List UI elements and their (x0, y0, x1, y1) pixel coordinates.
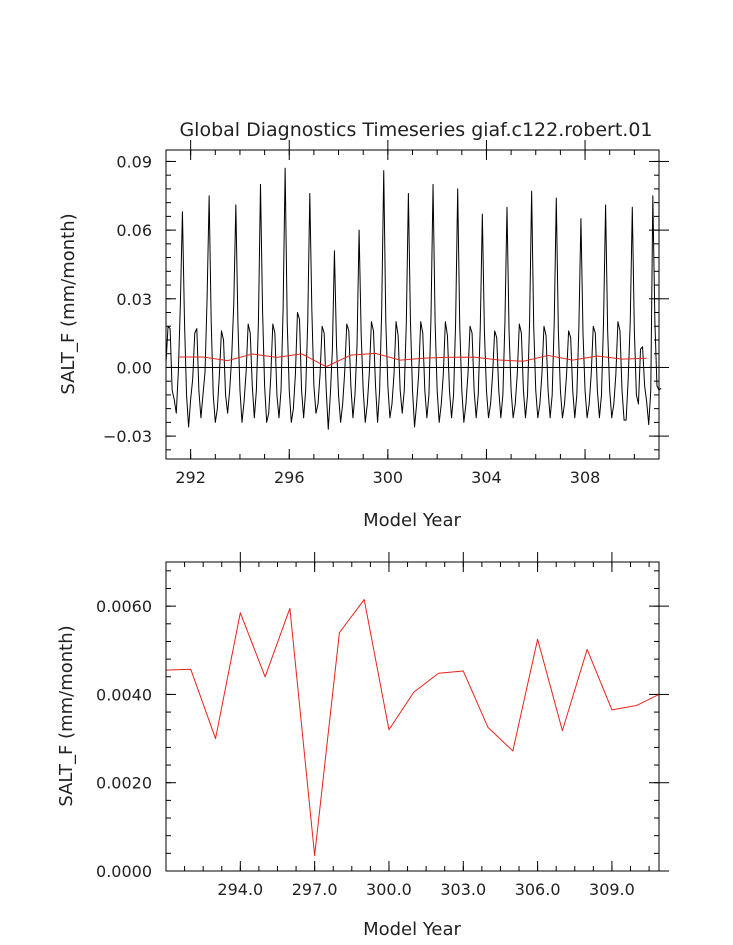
x-tick-label: 300 (373, 468, 404, 487)
bottom-x-axis-label: Model Year (363, 919, 461, 940)
top-plot-area (165, 167, 662, 430)
y-tick-label: 0.0000 (96, 862, 152, 881)
bottom-axis-ticks (165, 552, 669, 872)
bottom-plot-frame (165, 561, 660, 872)
x-tick-label: 300.0 (366, 880, 412, 899)
bottom-panel: 294.0 297.0 300.0 303.0 306.0 309.0 0.0000 0.00… (56, 552, 669, 940)
chart-title: Global Diagnostics Timeseries giaf.c122.… (179, 119, 652, 141)
y-tick-label: 0.09 (116, 152, 152, 171)
x-tick-label: 292 (175, 468, 206, 487)
y-tick-label: 0.0060 (96, 597, 152, 616)
y-tick-label: 0.0040 (96, 685, 152, 704)
top-tick-labels: 292 296 300 304 308 −0.03 0.00 0.03 0.06 0.09 (103, 152, 600, 487)
bottom-y-axis-label: SALT_F (mm/month) (56, 625, 77, 806)
x-tick-label: 296 (274, 468, 305, 487)
y-tick-label: 0.06 (116, 221, 152, 240)
x-tick-label: 304 (471, 468, 502, 487)
top-plot-frame (165, 149, 660, 460)
series-line-1 (178, 352, 647, 368)
series-line-0 (165, 599, 660, 857)
y-tick-label: −0.03 (103, 427, 152, 446)
top-panel: Global Diagnostics Timeseries giaf.c122.… (58, 119, 669, 531)
series-line-0 (165, 167, 662, 430)
y-tick-label: 0.03 (116, 290, 152, 309)
y-tick-label: 0.00 (116, 358, 152, 377)
x-tick-label: 308 (570, 468, 601, 487)
top-y-axis-label: SALT_F (mm/month) (58, 213, 79, 394)
bottom-plot-area (165, 599, 660, 857)
x-tick-label: 294.0 (217, 880, 263, 899)
x-tick-label: 297.0 (292, 880, 338, 899)
top-x-axis-label: Model Year (363, 510, 461, 531)
x-tick-label: 309.0 (589, 880, 635, 899)
x-tick-label: 306.0 (515, 880, 561, 899)
bottom-tick-labels: 294.0 297.0 300.0 303.0 306.0 309.0 0.0000 0.00… (96, 597, 635, 899)
x-tick-label: 303.0 (440, 880, 486, 899)
y-tick-label: 0.0020 (96, 774, 152, 793)
